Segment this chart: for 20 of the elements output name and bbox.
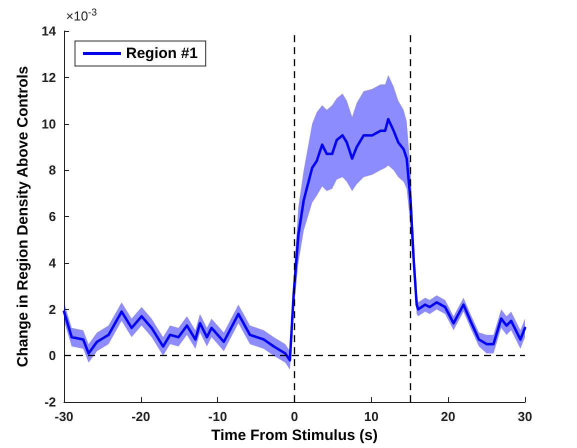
y-tick-label: 10 — [42, 116, 56, 132]
x-tick-label: 20 — [440, 409, 456, 424]
x-tick-label: 10 — [364, 409, 379, 424]
y-tick-label: 4 — [48, 255, 57, 270]
x-tick-label: -10 — [208, 409, 228, 424]
y-tick-label: 0 — [48, 348, 56, 364]
y-axis-title: Change in Region Density Above Controls — [14, 66, 32, 368]
x-tick-label: -20 — [131, 409, 150, 424]
y-tick-label: -2 — [44, 394, 56, 410]
y-tick-label: 14 — [42, 24, 57, 38]
y-tick-label: 2 — [48, 302, 56, 317]
x-tick-label: 30 — [518, 409, 532, 424]
y-tick-label: 8 — [48, 162, 56, 178]
line-series — [62, 118, 526, 362]
y-tick-label: 12 — [42, 70, 56, 85]
y-tick-label: 6 — [48, 209, 56, 224]
x-tick-label: -30 — [54, 409, 74, 424]
legend-label: Region #1 — [126, 45, 198, 62]
x-tick-label: 0 — [290, 409, 298, 424]
x-axis-title: Time From Stimulus (s) — [211, 427, 378, 444]
